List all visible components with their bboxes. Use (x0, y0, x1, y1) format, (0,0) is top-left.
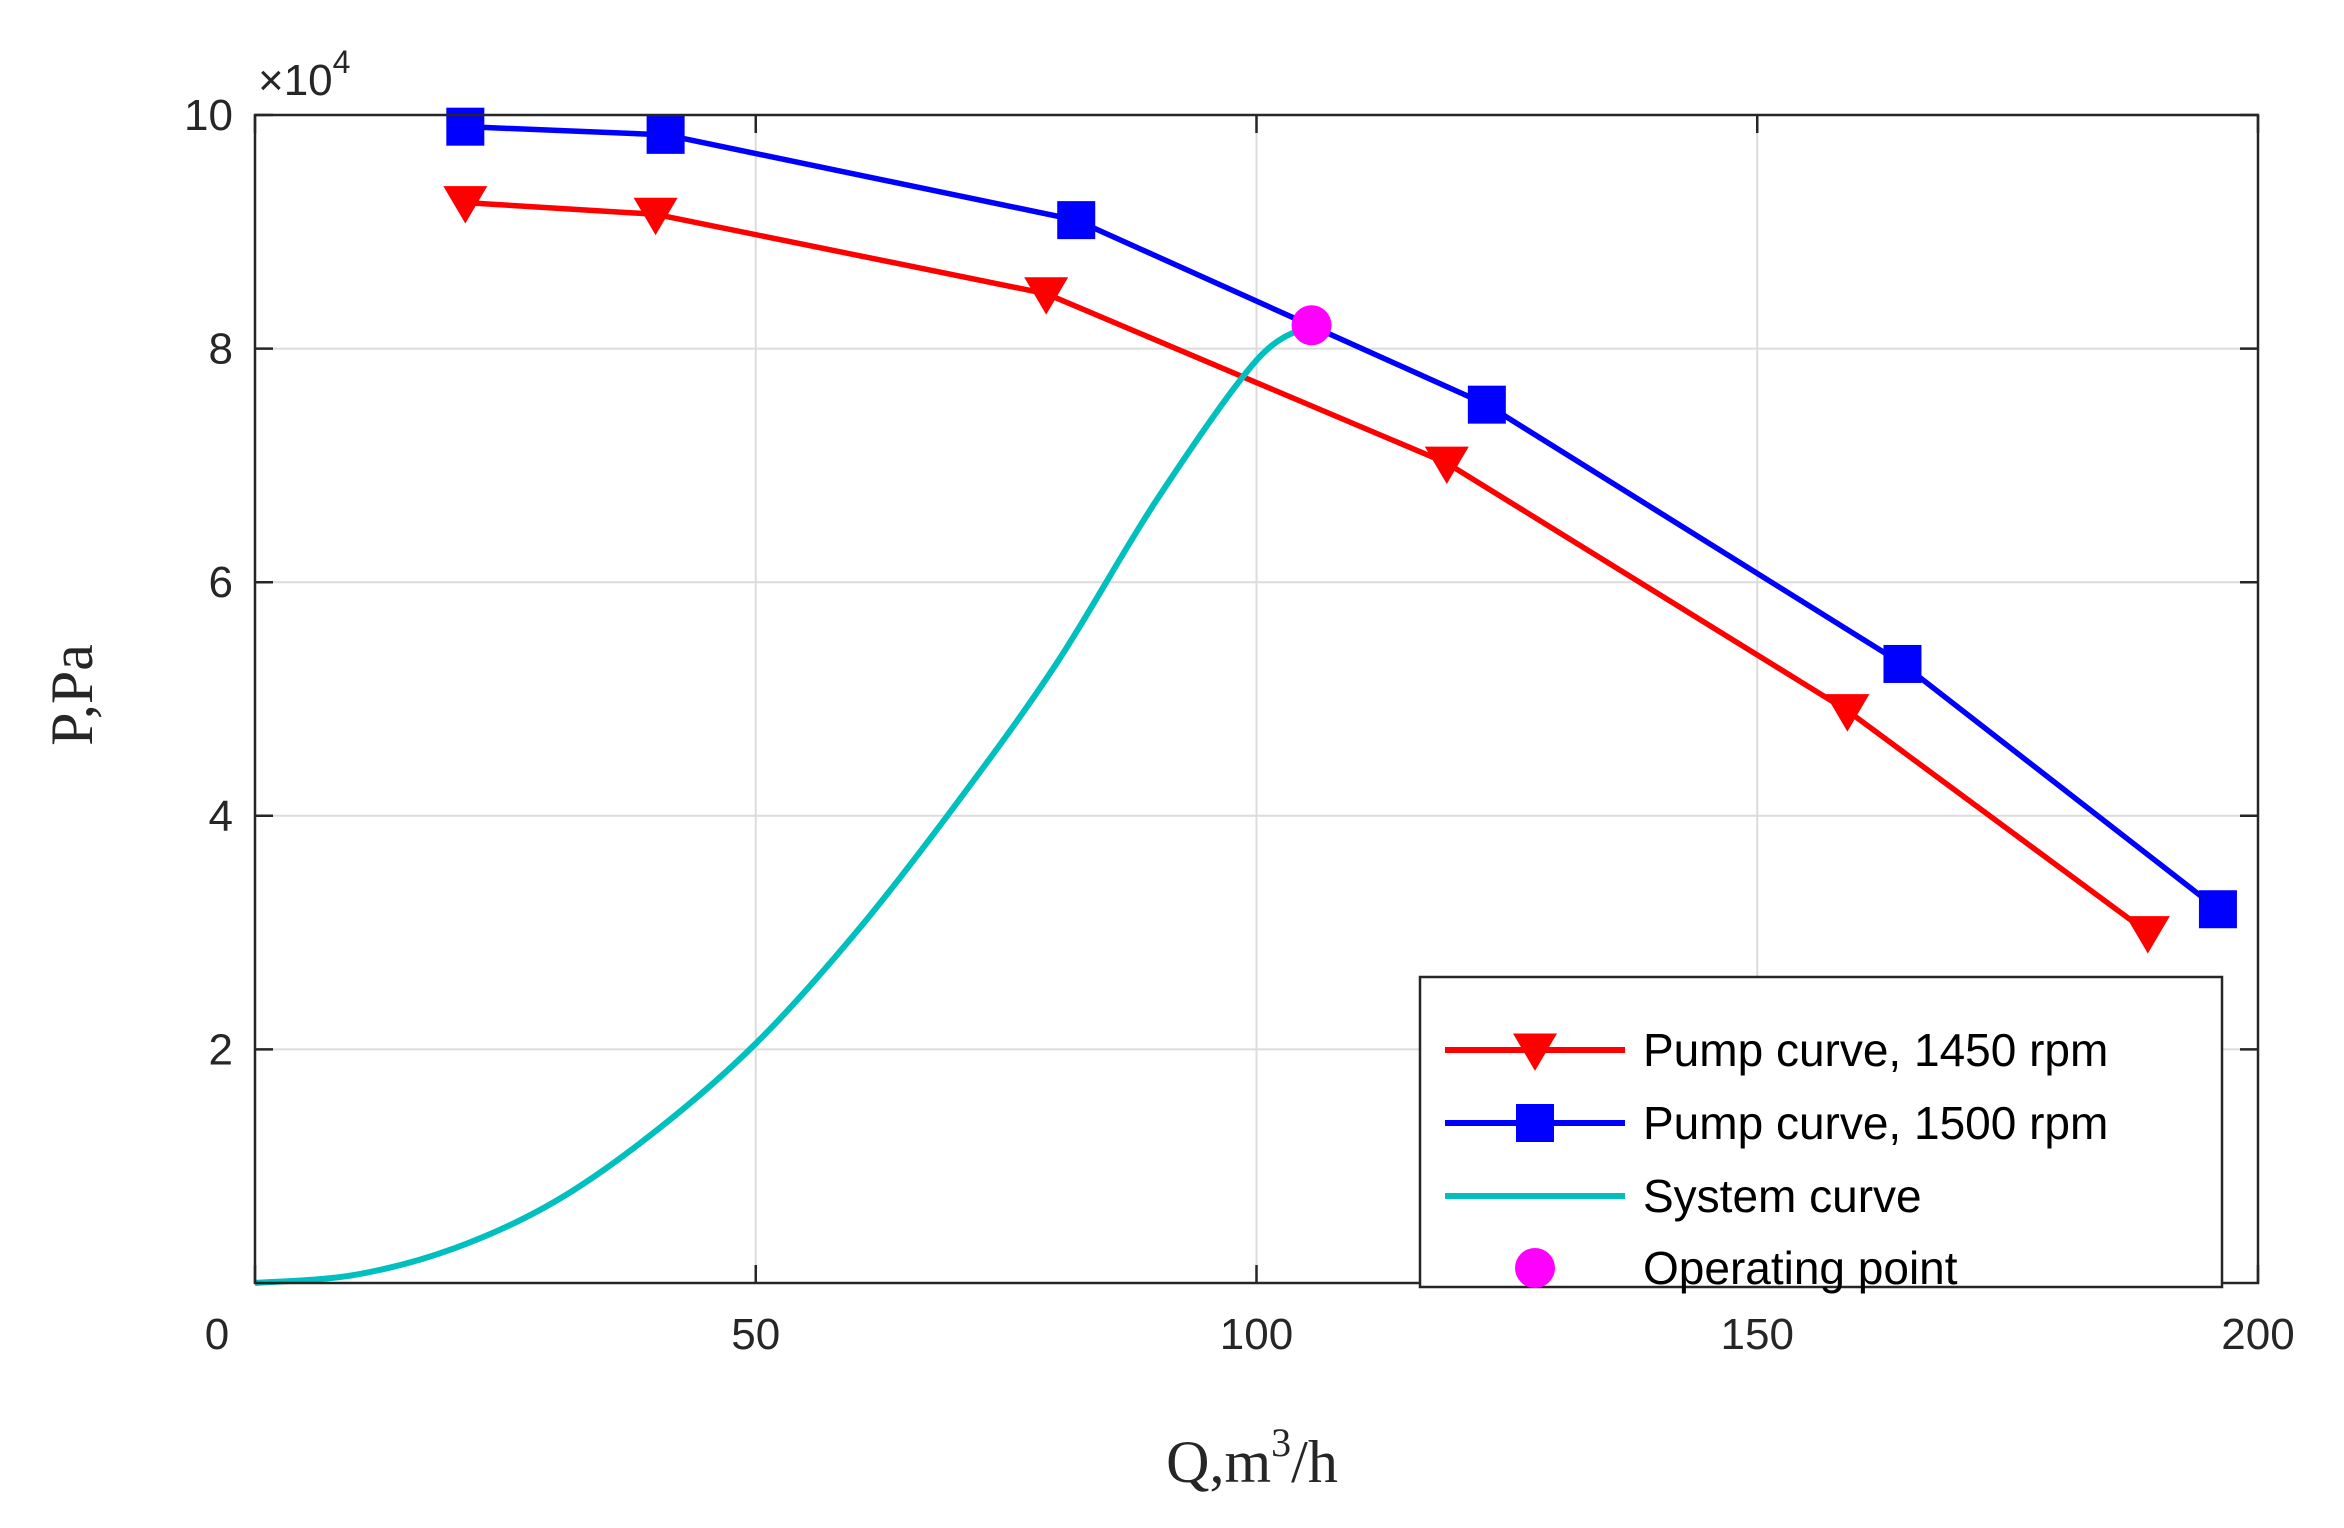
legend-label: System curve (1643, 1170, 1922, 1222)
data-point (1883, 644, 1922, 683)
y-axis-exponent: ×104 (258, 44, 350, 105)
x-tick-label: 50 (731, 1310, 780, 1359)
data-point (1424, 446, 1469, 484)
legend-marker (1516, 1104, 1554, 1142)
y-axis-title: P,Pa (39, 644, 105, 746)
legend-label: Operating point (1643, 1242, 1958, 1294)
data-point (1467, 385, 1506, 424)
series-layer (254, 107, 2237, 1286)
data-point (1291, 305, 1332, 346)
data-point (1057, 201, 1096, 240)
data-point (446, 107, 485, 146)
data-point (1825, 694, 1870, 732)
ticks (253, 113, 2260, 1283)
data-point (443, 186, 488, 224)
data-point (646, 115, 685, 154)
x-axis-title-sup: 3 (1271, 1420, 1291, 1465)
y-tick-label: 10 (184, 91, 233, 140)
x-tick-label: 100 (1220, 1310, 1293, 1359)
grid (255, 115, 2258, 1283)
y-exponent-power: 4 (333, 44, 351, 80)
series-pump-curve-1450-rpm (443, 186, 2170, 954)
series-operating-point (1291, 305, 1332, 346)
series-line (465, 199, 2150, 935)
x-axis-title: Q,m3/h (1166, 1420, 1338, 1495)
legend-label: Pump curve, 1500 rpm (1643, 1097, 2108, 1149)
series-line (465, 123, 2220, 912)
x-tick-label: 150 (1721, 1310, 1794, 1359)
x-tick-label: 200 (2221, 1310, 2294, 1359)
series-line (254, 322, 1314, 1286)
y-tick-label: 4 (209, 792, 233, 841)
y-tick-label: 8 (209, 325, 233, 374)
legend-marker (1515, 1248, 1555, 1288)
data-point (633, 197, 678, 236)
data-point (2198, 890, 2237, 929)
legend-label: Pump curve, 1450 rpm (1643, 1024, 2108, 1076)
legend-marker (1513, 1033, 1557, 1071)
x-tick-label: 0 (205, 1310, 229, 1359)
legend-item: Pump curve, 1500 rpm (1445, 1097, 2108, 1149)
data-point (2125, 916, 2170, 954)
legend-item: System curve (1445, 1170, 1922, 1222)
legend: Pump curve, 1450 rpm Pump curve, 1500 rpm… (1418, 975, 2224, 1294)
y-tick-label: 6 (209, 558, 233, 607)
series-system-curve (254, 322, 1314, 1286)
tick-labels: 0 50 100 150 200 2 4 6 8 10 (184, 91, 2295, 1359)
y-exponent-base: ×10 (258, 56, 333, 105)
x-axis-title-suffix: /h (1291, 1429, 1338, 1495)
y-tick-label: 2 (209, 1025, 233, 1074)
legend-item: Operating point (1515, 1242, 1958, 1294)
data-point (1024, 277, 1069, 315)
legend-item: Pump curve, 1450 rpm (1445, 1024, 2108, 1076)
series-pump-curve-1500-rpm (446, 107, 2237, 929)
x-axis-title-main: Q,m (1166, 1429, 1271, 1495)
